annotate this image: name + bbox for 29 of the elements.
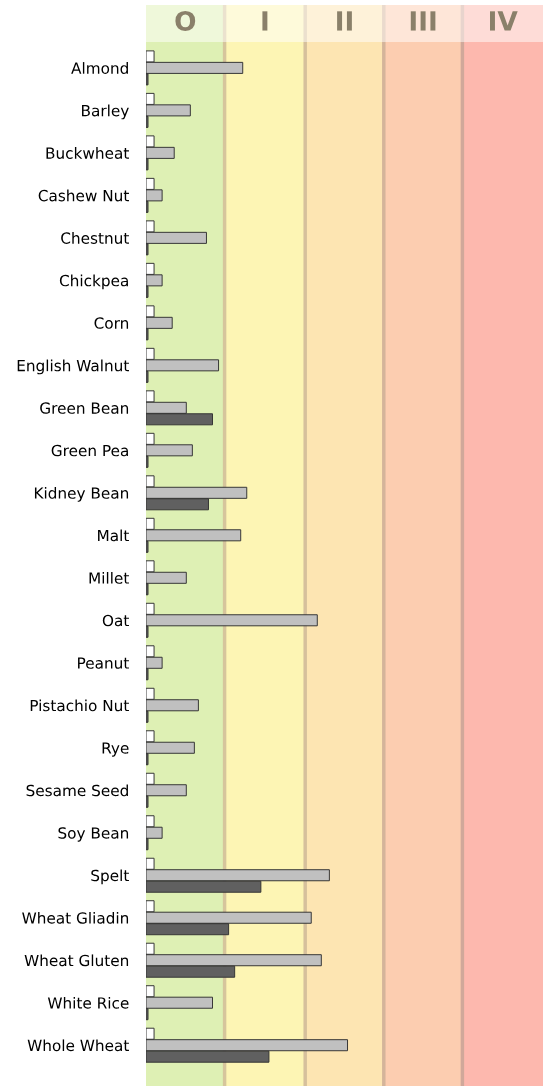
y-tick-label: Peanut [78,657,129,669]
y-tick-label: Cashew Nut [38,189,129,202]
y-tick-label: Rye [102,742,129,757]
y-tick-label: Oat [102,614,129,627]
y-tick-label: Malt [98,529,129,542]
y-tick-label: Green Bean [40,402,129,414]
y-tick-label: Soy Bean [58,827,129,842]
y-tick-label: Pistachio Nut [30,699,129,712]
y-tick-label: Sesame Seed [26,784,128,797]
y-tick-label: Green Pea [51,444,128,457]
y-tick-label: Whole Wheat [27,1039,129,1052]
y-tick-label: Chestnut [61,232,129,244]
y-tick-label: Chickpea [59,274,128,290]
y-tick-label: Almond [71,62,128,74]
y-tick-label: Wheat Gluten [24,954,129,967]
y-tick-label: English Walnut [17,359,129,375]
y-tick-label: White Rice [47,996,129,1009]
y-tick-label: Corn [94,317,129,329]
band-label: II [337,11,352,31]
band-label: IV [490,11,518,31]
band-label: I [262,11,268,31]
y-tick-label: Buckwheat [46,147,129,159]
y-tick-label: Kidney Bean [34,487,129,502]
y-tick-label: Spelt [91,869,129,885]
band-label: O [175,10,196,31]
y-tick-label: Millet [89,571,129,584]
y-tick-label: Barley [82,104,129,120]
y-tick-label: Wheat Gliadin [22,911,129,924]
band-label: III [410,11,436,31]
